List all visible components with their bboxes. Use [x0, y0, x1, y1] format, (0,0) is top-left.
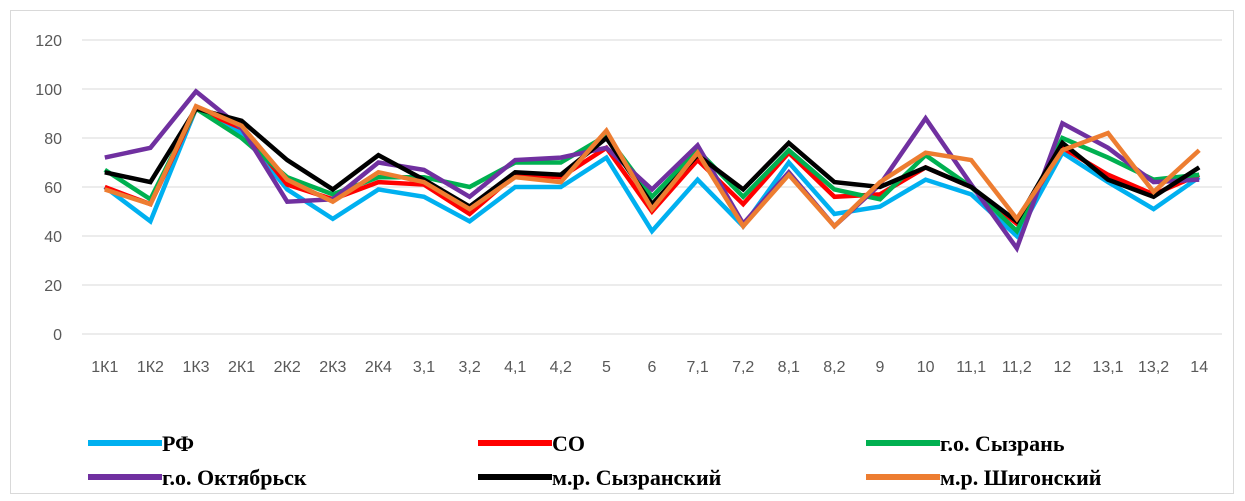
- x-tick-label: 7,2: [732, 359, 754, 376]
- series-line-6: [104, 103, 1201, 230]
- legend: РФ СО г.о. Сызрань г.о. Октябрьск м.р. Сызра…: [88, 431, 1102, 490]
- x-tick-label: 11,1: [956, 359, 986, 376]
- x-tick-label: 1К2: [137, 359, 164, 376]
- x-tick-label: 2К4: [365, 359, 392, 376]
- y-tick-label: 40: [44, 229, 62, 246]
- x-tick-label: 2К1: [228, 359, 255, 376]
- x-tick-label: 13,1: [1092, 359, 1123, 376]
- y-tick-label: 120: [35, 33, 62, 50]
- y-tick-label: 100: [35, 82, 62, 99]
- legend-label: СО: [552, 431, 585, 456]
- x-tick-label: 4,1: [504, 359, 526, 376]
- x-tick-label: 7,1: [686, 359, 708, 376]
- legend-label: м.р. Шигонский: [940, 465, 1102, 490]
- x-tick-label: 8,2: [823, 359, 845, 376]
- x-tick-label: 4,2: [550, 359, 572, 376]
- y-axis-ticks: 0 20 40 60 80 100 120: [35, 33, 62, 344]
- x-tick-label: 1К1: [91, 359, 118, 376]
- gridlines: [82, 39, 1222, 335]
- legend-label: РФ: [162, 431, 194, 456]
- y-tick-label: 80: [44, 131, 62, 148]
- x-axis-ticks: 1К1 1К2 1К3 2К1 2К2 2К3 2К4 3,1 3,2 4,1 4,2 5 6 7,1 7,…: [91, 359, 1208, 376]
- series-lines: [103, 88, 1201, 254]
- legend-label: г.о. Октябрьск: [162, 465, 307, 490]
- x-tick-label: 14: [1190, 359, 1208, 376]
- y-tick-label: 0: [53, 327, 62, 344]
- x-tick-label: 1К3: [182, 359, 209, 376]
- x-tick-label: 10: [917, 359, 935, 376]
- x-tick-label: 13,2: [1138, 359, 1169, 376]
- x-tick-label: 12: [1054, 359, 1072, 376]
- x-tick-label: 8,1: [778, 359, 800, 376]
- x-tick-label: 11,2: [1002, 359, 1032, 376]
- x-tick-label: 3,1: [413, 359, 435, 376]
- series-line-4: [104, 88, 1200, 254]
- y-tick-label: 20: [44, 278, 62, 295]
- legend-label: м.р. Сызранский: [552, 465, 722, 490]
- x-tick-label: 6: [648, 359, 657, 376]
- legend-label: г.о. Сызрань: [940, 431, 1065, 456]
- y-tick-label: 60: [44, 180, 62, 197]
- x-tick-label: 2К2: [274, 359, 301, 376]
- x-tick-label: 9: [876, 359, 885, 376]
- x-tick-label: 3,2: [458, 359, 480, 376]
- series-line-1: [103, 105, 1201, 240]
- x-tick-label: 5: [602, 359, 611, 376]
- x-tick-label: 2К3: [319, 359, 346, 376]
- chart-frame: [10, 10, 1234, 494]
